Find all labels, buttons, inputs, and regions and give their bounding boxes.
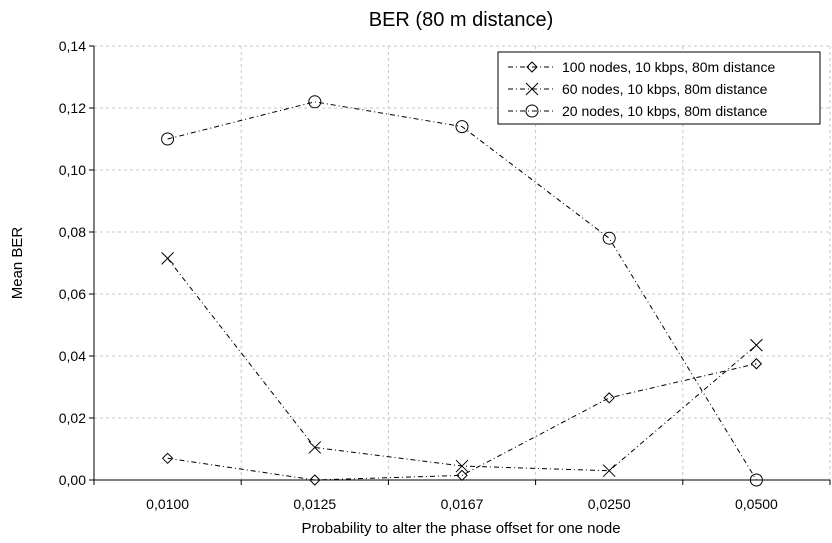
data-point-circle xyxy=(602,231,616,245)
data-point-diamond xyxy=(750,358,763,370)
y-tick-label: 0,08 xyxy=(59,224,86,240)
legend-label: 100 nodes, 10 kbps, 80m distance xyxy=(562,59,775,75)
data-point-x xyxy=(602,464,616,478)
series-line xyxy=(167,363,757,481)
y-tick-label: 0,00 xyxy=(59,472,86,488)
data-point-x xyxy=(161,251,174,265)
legend-marker-x xyxy=(525,82,539,96)
data-point-circle xyxy=(749,473,763,487)
x-tick-label: 0,0500 xyxy=(735,496,778,512)
legend-marker-circle xyxy=(525,104,539,118)
series-1 xyxy=(161,358,763,486)
legend-box xyxy=(497,51,821,125)
data-point-x xyxy=(455,459,469,473)
series-line xyxy=(167,258,757,472)
y-tick-label: 0,12 xyxy=(59,100,86,116)
legend-marker-diamond xyxy=(526,61,538,73)
x-tick-label: 0,0125 xyxy=(293,496,336,512)
data-point-circle xyxy=(161,132,175,146)
legend-item: 60 nodes, 10 kbps, 80m distance xyxy=(508,81,768,97)
y-tick-label: 0,02 xyxy=(59,410,86,426)
chart-title: BER (80 m distance) xyxy=(369,9,554,31)
data-point-diamond xyxy=(603,392,615,404)
data-point-diamond xyxy=(161,452,174,465)
y-tick-label: 0,10 xyxy=(59,162,86,178)
data-point-diamond xyxy=(456,469,468,482)
x-tick-label: 0,0250 xyxy=(588,496,631,512)
legend: 100 nodes, 10 kbps, 80m distance 60 nodes… xyxy=(497,51,821,125)
x-tick-label: 0,0100 xyxy=(146,496,189,512)
data-point-x xyxy=(750,338,763,352)
series-3 xyxy=(161,95,763,487)
data-point-diamond xyxy=(309,474,321,486)
y-axis-ticks: 0,00 0,02 0,04 0,06 0,08 0,10 0,12 0,14 xyxy=(59,38,94,488)
y-tick-label: 0,06 xyxy=(59,286,86,302)
series-line xyxy=(167,101,757,481)
legend-item: 20 nodes, 10 kbps, 80m distance xyxy=(508,103,768,119)
legend-item: 100 nodes, 10 kbps, 80m distance xyxy=(508,59,775,75)
x-tick-label: 0,0167 xyxy=(441,496,484,512)
legend-label: 20 nodes, 10 kbps, 80m distance xyxy=(562,103,768,119)
series-2 xyxy=(161,251,763,478)
series-group xyxy=(161,95,763,487)
y-tick-label: 0,04 xyxy=(59,348,86,364)
y-axis-label: Mean BER xyxy=(9,227,26,300)
legend-label: 60 nodes, 10 kbps, 80m distance xyxy=(562,81,768,97)
data-point-circle xyxy=(455,120,469,134)
data-point-circle xyxy=(308,95,322,109)
data-point-x xyxy=(308,441,322,454)
x-axis-ticks: 0,0100 0,0125 0,0167 0,0250 0,0500 xyxy=(93,480,831,512)
y-tick-label: 0,14 xyxy=(59,38,86,54)
x-axis-label: Probability to alter the phase offset fo… xyxy=(301,520,620,537)
